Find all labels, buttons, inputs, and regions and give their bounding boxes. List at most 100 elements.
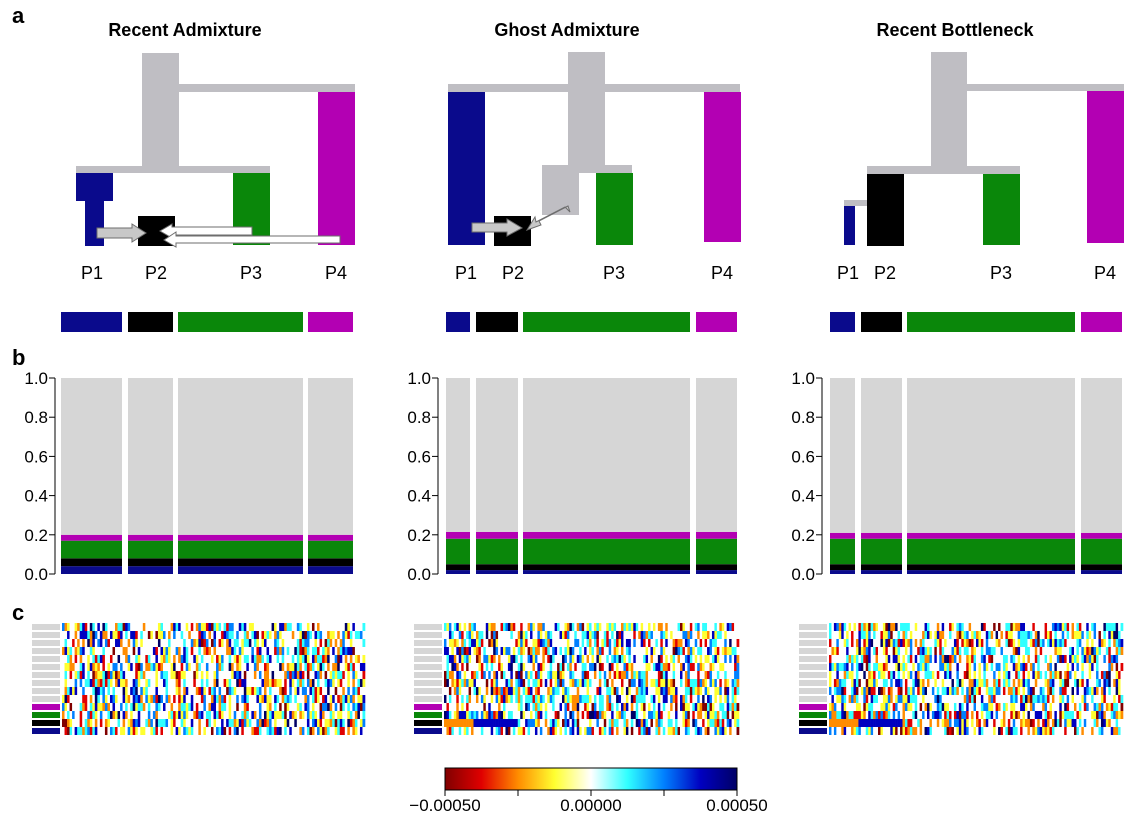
heatmap-cell [655,703,659,711]
heatmap-cell [216,695,219,703]
heatmap-cell [909,623,913,631]
heatmap-cell [929,631,933,639]
heatmap-cell [205,663,209,671]
heatmap-cell [584,639,587,647]
heatmap-cell [1012,623,1016,631]
heatmap-cell [200,647,204,655]
heatmap-cell [1027,711,1031,719]
heatmap-cell [274,663,277,671]
heatmap-cell [667,703,671,711]
heatmap-cell [1037,631,1040,639]
y-tick-label: 1.0 [791,369,815,388]
heatmap-cell [261,679,265,687]
heatmap-cell [645,647,649,655]
heatmap-cell [517,703,521,711]
heatmap-cell [284,623,288,631]
heatmap-cell [1113,703,1116,711]
heatmap-cell [532,623,536,631]
heatmap-cell [183,663,187,671]
bar-segment-ancestral [907,378,1075,533]
heatmap-cell [456,687,460,695]
heatmap-cell [868,631,871,639]
heatmap-cell [892,671,896,679]
heatmap-cell [924,679,928,687]
heatmap-cell [559,687,563,695]
heatmap-cell [92,663,96,671]
heatmap-cell [714,719,718,727]
heatmap-cell [473,655,477,663]
heatmap-cell [120,679,123,687]
heatmap-cell [914,663,918,671]
tree-trunk [931,52,967,166]
heatmap-cell [557,623,560,631]
heatmap-cell [1076,647,1080,655]
heatmap-cell [299,631,303,639]
heatmap-cell [170,719,174,727]
heatmap-cell [1078,639,1082,647]
heatmap-cell [936,639,940,647]
heatmap-cell [468,711,472,719]
heatmap-cell [846,647,849,655]
heatmap-cell [951,663,955,671]
heatmap-cell [630,655,634,663]
heatmap-cell [680,671,683,679]
heatmap-cell [205,727,209,735]
heatmap-cell [598,711,602,719]
heatmap-cell [716,663,720,671]
heatmap-cell [64,631,68,639]
heatmap-cell [1088,631,1092,639]
heatmap-cell [349,679,353,687]
heatmap-cell [463,647,467,655]
heatmap-cell [89,639,93,647]
heatmap-cell [836,623,840,631]
heatmap-cell [193,671,197,679]
heatmap-cell [846,663,849,671]
heatmap-cell [115,639,118,647]
heatmap-cell [547,639,551,647]
heatmap-cell [606,679,610,687]
heatmap-cell [880,647,884,655]
heatmap-cell [1110,687,1114,695]
heatmap-cell [488,695,492,703]
heatmap-cell [655,695,659,703]
heatmap-cell [203,663,207,671]
heatmap-cell [142,623,146,631]
heatmap-cell [142,663,146,671]
heatmap-cell [904,647,908,655]
heatmap-cell [574,639,578,647]
heatmap-cell [132,655,136,663]
heatmap-0 [32,623,366,735]
heatmap-cell [490,727,494,735]
heatmap-cell [657,663,661,671]
heatmap-cell [569,631,573,639]
heatmap-cell [190,639,194,647]
heatmap-cell [1061,655,1065,663]
heatmap-cell [276,647,280,655]
heatmap-cell [155,655,159,663]
heatmap-cell [311,727,315,735]
heatmap-cell [542,727,546,735]
heatmap-cell [163,663,166,671]
heatmap-cell [137,623,141,631]
heatmap-cell [122,623,126,631]
heatmap-cell [1059,663,1063,671]
heatmap-cell [64,703,68,711]
heatmap-cell [274,671,277,679]
heatmap-cell [968,623,972,631]
heatmap-cell [843,687,847,695]
heatmap-cell [648,711,651,719]
heatmap-cell [195,679,199,687]
heatmap-cell [347,639,351,647]
heatmap-cell [917,679,920,687]
heatmap-cell [880,695,884,703]
heatmap-cell [248,719,252,727]
heatmap-cell [596,623,600,631]
heatmap-cell [150,639,154,647]
heatmap-cell [64,687,68,695]
heatmap-cell [887,631,891,639]
heatmap-cell [919,671,923,679]
heatmap-cell [544,719,548,727]
heatmap-cell [1120,647,1124,655]
heatmap-cell [593,639,597,647]
heatmap-cell [208,695,212,703]
